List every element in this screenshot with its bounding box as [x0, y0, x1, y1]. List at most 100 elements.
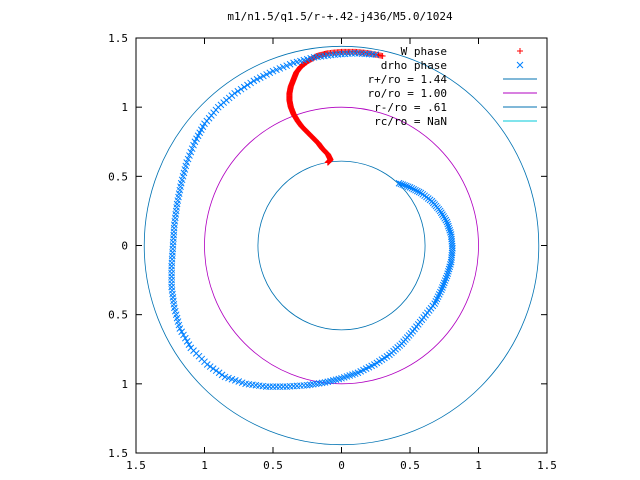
cross-marker: [212, 367, 220, 375]
cross-marker: [439, 284, 446, 291]
plus-marker: [517, 48, 523, 54]
cross-marker: [445, 224, 453, 232]
cross-marker: [279, 63, 287, 71]
cross-marker: [184, 155, 192, 163]
cross-marker: [269, 67, 277, 75]
cross-marker: [444, 270, 452, 277]
cross-marker: [266, 383, 273, 390]
reference-circle: [143, 45, 540, 446]
cross-marker: [443, 218, 451, 226]
cross-marker: [413, 187, 421, 195]
cross-marker: [447, 258, 455, 266]
y-tick-label: 0.5: [108, 170, 128, 183]
cross-marker: [276, 383, 284, 390]
cross-marker: [444, 220, 452, 228]
cross-marker: [446, 263, 454, 271]
cross-marker: [283, 62, 291, 70]
cross-marker: [168, 269, 175, 277]
cross-marker: [397, 180, 405, 188]
legend-label: rc/ro = NaN: [374, 115, 447, 128]
cross-marker: [372, 51, 380, 58]
cross-marker: [415, 188, 423, 196]
cross-marker: [269, 383, 277, 390]
cross-marker: [440, 279, 448, 287]
cross-marker: [247, 79, 254, 87]
cross-marker: [406, 184, 414, 191]
cross-marker: [250, 77, 258, 85]
plus-marker: [379, 52, 386, 59]
cross-marker: [283, 383, 291, 390]
cross-marker: [402, 182, 410, 190]
cross-marker: [401, 181, 408, 189]
cross-marker: [276, 65, 284, 72]
y-tick-label: 1.5: [108, 447, 128, 460]
cross-marker: [244, 81, 251, 89]
cross-marker: [286, 60, 294, 68]
cross-marker: [168, 276, 175, 284]
cross-marker: [209, 365, 217, 372]
cross-marker: [221, 373, 229, 381]
cross-marker: [256, 74, 264, 82]
cross-marker: [263, 71, 270, 78]
cross-marker: [181, 334, 189, 342]
plot-frame: [135, 37, 548, 454]
cross-marker: [215, 369, 223, 377]
y-tick-label: 1: [121, 101, 128, 114]
cross-marker: [168, 280, 175, 287]
cross-marker: [443, 272, 451, 280]
y-tick-label: 1: [121, 378, 128, 391]
cross-marker: [188, 145, 196, 153]
cross-marker: [185, 341, 193, 348]
x-tick-label: 0: [338, 459, 345, 472]
cross-marker: [445, 267, 452, 275]
legend-label: ro/ro = 1.00: [368, 87, 447, 100]
cross-marker: [442, 274, 450, 282]
cross-marker: [439, 281, 447, 289]
cross-marker: [180, 331, 187, 339]
y-tick-label: 0: [121, 240, 128, 253]
cross-marker: [412, 186, 419, 194]
axis-ticks: 1.5 1 0.5 0 0.5 1 1.51.510.500.511.5: [108, 32, 557, 472]
cross-marker: [273, 383, 280, 390]
legend-label: W phase: [401, 45, 447, 58]
cross-marker: [168, 283, 175, 291]
cross-marker: [178, 328, 186, 336]
legend-label: r+/ro = 1.44: [368, 73, 448, 86]
x-tick-label: 1.5: [537, 459, 557, 472]
cross-marker: [186, 152, 193, 159]
x-tick-label: 1: [201, 459, 208, 472]
cross-marker: [447, 261, 454, 268]
chart-title: m1/n1.5/q1.5/r-+.42-j436/M5.0/1024: [227, 10, 453, 23]
cross-marker: [445, 265, 453, 273]
legend-label: drho phase: [381, 59, 447, 72]
cross-marker: [404, 183, 412, 191]
cross-marker: [395, 179, 403, 187]
cross-marker: [408, 184, 416, 192]
legend-label: r-/ro = .61: [374, 101, 447, 114]
y-tick-label: 1.5: [108, 32, 128, 45]
cross-marker: [445, 222, 452, 230]
cross-marker: [240, 83, 248, 91]
cross-marker: [237, 85, 245, 93]
x-tick-label: 0.5: [400, 459, 420, 472]
cross-marker: [187, 148, 195, 156]
cross-marker: [253, 75, 261, 83]
cross-marker: [190, 141, 197, 149]
cross-marker: [273, 66, 280, 74]
x-tick-label: 1.5: [126, 459, 146, 472]
cross-marker: [183, 159, 191, 166]
x-tick-label: 1: [475, 459, 482, 472]
cross-marker: [231, 89, 238, 97]
cross-marker: [410, 185, 418, 193]
cross-marker: [183, 338, 191, 345]
cross-marker: [187, 344, 195, 352]
cross-marker: [516, 61, 524, 69]
data-series: [168, 48, 456, 390]
cross-marker: [218, 371, 226, 379]
cross-marker: [446, 226, 454, 234]
cross-marker: [441, 277, 449, 284]
cross-marker: [168, 266, 175, 274]
y-tick-label: 0.5: [108, 309, 128, 322]
